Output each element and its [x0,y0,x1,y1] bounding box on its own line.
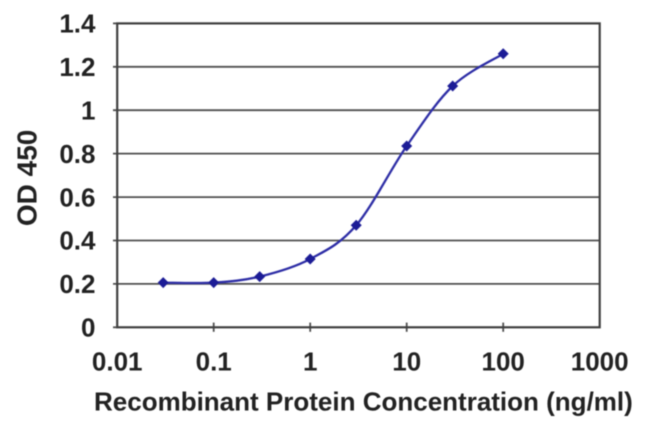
svg-text:0.2: 0.2 [59,269,95,299]
svg-text:0.6: 0.6 [59,182,95,212]
svg-text:1000: 1000 [571,347,629,377]
svg-text:OD 450: OD 450 [12,130,43,227]
svg-text:Recombinant Protein Concentrat: Recombinant Protein Concentration (ng/ml… [94,387,633,417]
svg-text:1.4: 1.4 [59,9,96,39]
svg-text:10: 10 [392,347,421,377]
svg-text:1: 1 [303,347,317,377]
svg-text:0.4: 0.4 [59,226,96,256]
svg-text:1.2: 1.2 [59,52,95,82]
svg-text:0.01: 0.01 [92,347,143,377]
svg-text:0.1: 0.1 [196,347,232,377]
svg-text:0.8: 0.8 [59,139,95,169]
svg-text:0: 0 [81,313,95,343]
svg-text:100: 100 [482,347,525,377]
svg-text:1: 1 [81,95,95,125]
